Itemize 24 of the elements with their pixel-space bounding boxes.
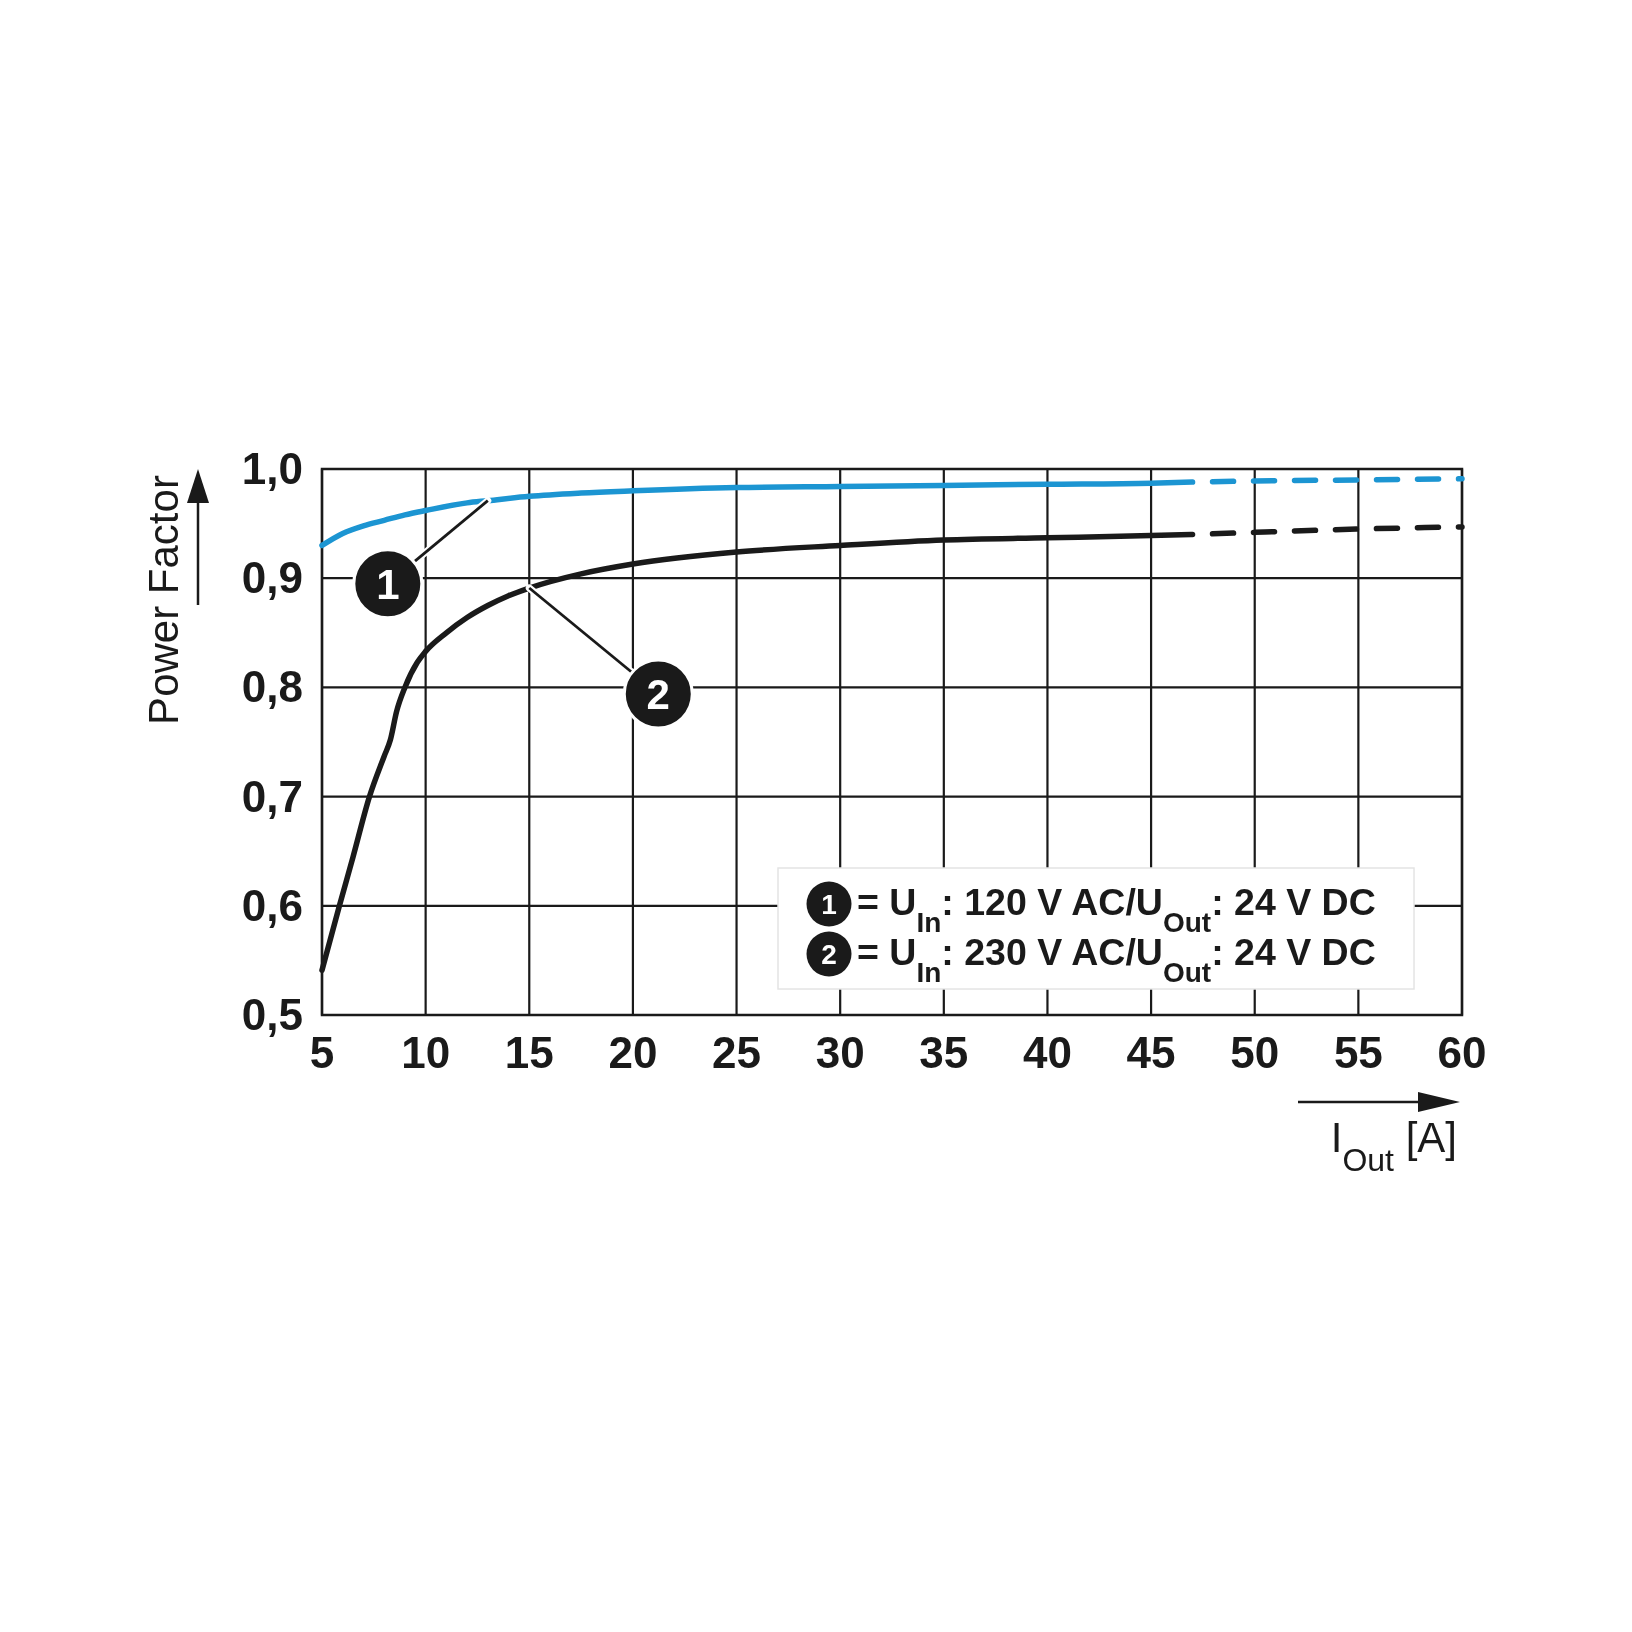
y-tick-label: 0,5 (241, 990, 303, 1039)
x-tick-label: 30 (815, 1028, 865, 1077)
text: 1 (821, 889, 837, 920)
legend-label: 2 (821, 939, 837, 970)
y-tick-label: 0,8 (241, 662, 303, 712)
text: 2 (646, 671, 670, 719)
y-axis-title: Power Factor (140, 475, 188, 725)
x-tick-label: 10 (401, 1028, 451, 1077)
x-tick-label: 20 (608, 1028, 658, 1077)
x-tick-label: 25 (712, 1028, 762, 1077)
x-tick-label: 60 (1437, 1028, 1487, 1077)
x-tick-label: 40 (1022, 1028, 1072, 1077)
x-axis-title: I$_{Out}$ [A] (1330, 1114, 1457, 1178)
y-tick-label: 0,9 (241, 553, 303, 603)
y-tick-label: 1,0 (241, 444, 303, 493)
y-tick-label: 0,6 (241, 880, 303, 930)
series-label: 1 (376, 560, 400, 608)
x-tick-label: 45 (1126, 1028, 1176, 1077)
x-tick-label: 15 (504, 1028, 554, 1077)
y-tick-label: 0,7 (241, 771, 303, 821)
x-tick-label: 35 (919, 1028, 969, 1077)
x-tick-label: 5 (309, 1028, 335, 1077)
x-tick-label: 50 (1230, 1028, 1280, 1077)
x-tick-label: 55 (1333, 1028, 1383, 1077)
